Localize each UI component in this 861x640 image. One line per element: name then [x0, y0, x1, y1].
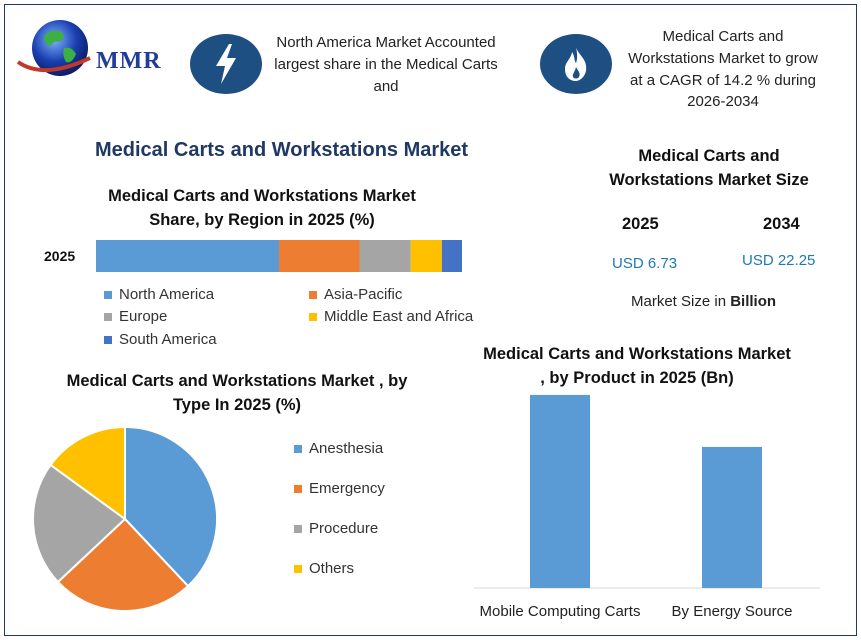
type-legend: Anesthesia Emergency Procedure Others: [294, 440, 424, 590]
legend-item-asia-pacific: Asia-Pacific: [309, 286, 402, 303]
legend-swatch: [309, 312, 317, 321]
market-size-title: Medical Carts and Workstations Market Si…: [609, 147, 809, 189]
pie-slice-anesthesia: [124, 425, 218, 588]
legend-item-anesthesia: Anesthesia: [294, 440, 383, 457]
legend-swatch: [104, 335, 112, 344]
legend-item-north-america: North America: [104, 286, 214, 303]
value-2034: USD 22.25: [742, 252, 816, 269]
legend-label: Asia-Pacific: [324, 286, 403, 303]
legend-swatch: [309, 290, 317, 299]
logo-text: MMR: [96, 48, 162, 74]
legend-swatch: [294, 484, 302, 493]
bar-segment-middle-east-and-africa: [410, 240, 442, 272]
main-title: Medical Carts and Workstations Market: [95, 139, 469, 161]
lightning-icon-badge: [190, 34, 262, 94]
market-size-note-unit: Billion: [730, 293, 777, 310]
year-2034-label: 2034: [763, 215, 800, 233]
region-legend: North America Asia-Pacific Europe Middle Ea…: [104, 286, 504, 352]
region-stacked-bar: [96, 240, 462, 272]
legend-item-procedure: Procedure: [294, 520, 378, 537]
pie-slice-others: [49, 425, 126, 521]
type-chart-title: Medical Carts and Workstations Market , …: [66, 372, 408, 414]
legend-label: Procedure: [309, 520, 379, 537]
legend-label: North America: [119, 286, 215, 303]
legend-label: Emergency: [309, 480, 385, 497]
bar-mobile-computing-carts: [530, 394, 590, 588]
flame-icon-badge: [540, 34, 612, 94]
product-chart-title: Medical Carts and Workstations Market , …: [483, 345, 791, 387]
legend-item-south-america: South America: [104, 331, 217, 348]
x-tick-label: By Energy Source: [672, 603, 793, 620]
legend-item-europe: Europe: [104, 308, 167, 325]
legend-label: South America: [119, 331, 217, 348]
legend-swatch: [294, 524, 302, 533]
bar-segment-europe: [359, 240, 411, 272]
logo: MMR: [14, 18, 174, 80]
legend-label: Others: [309, 560, 355, 577]
legend-item-emergency: Emergency: [294, 480, 385, 497]
pie-slice-procedure: [32, 463, 127, 584]
year-2025-label: 2025: [622, 215, 659, 233]
bar-segment-asia-pacific: [279, 240, 360, 272]
legend-swatch: [104, 312, 112, 321]
region-chart-title: Medical Carts and Workstations Market Sh…: [108, 187, 416, 229]
value-2025: USD 6.73: [612, 255, 678, 272]
legend-swatch: [104, 290, 112, 299]
x-tick-label: Mobile Computing Carts: [480, 603, 641, 620]
legend-swatch: [294, 564, 302, 573]
flame-icon: [565, 47, 587, 81]
bar-segment-north-america: [96, 240, 279, 272]
legend-label: Middle East and Africa: [324, 308, 474, 325]
type-pie-chart: [32, 425, 218, 612]
bar-by-energy-source: [702, 446, 762, 588]
product-bar-chart: Mobile Computing Carts By Energy Source: [474, 394, 820, 620]
legend-item-middle-east-and-africa: Middle East and Africa: [309, 308, 473, 325]
header-left-text: North America Market Accounted largest s…: [274, 34, 498, 95]
header-right-text: Medical Carts and Workstations Market to…: [628, 28, 818, 111]
region-category-label: 2025: [44, 248, 76, 264]
lightning-bolt-icon: [216, 44, 236, 84]
bar-segment-south-america: [441, 240, 462, 272]
market-size-note-prefix: Market Size in: [631, 293, 731, 310]
pie-slice-emergency: [56, 517, 190, 612]
globe-icon: [16, 20, 91, 76]
legend-label: Europe: [119, 308, 168, 325]
page-frame: [4, 4, 857, 636]
market-size-note: Market Size in Billion: [631, 293, 776, 310]
legend-label: Anesthesia: [309, 440, 384, 457]
legend-swatch: [294, 444, 302, 453]
legend-item-others: Others: [294, 560, 354, 577]
